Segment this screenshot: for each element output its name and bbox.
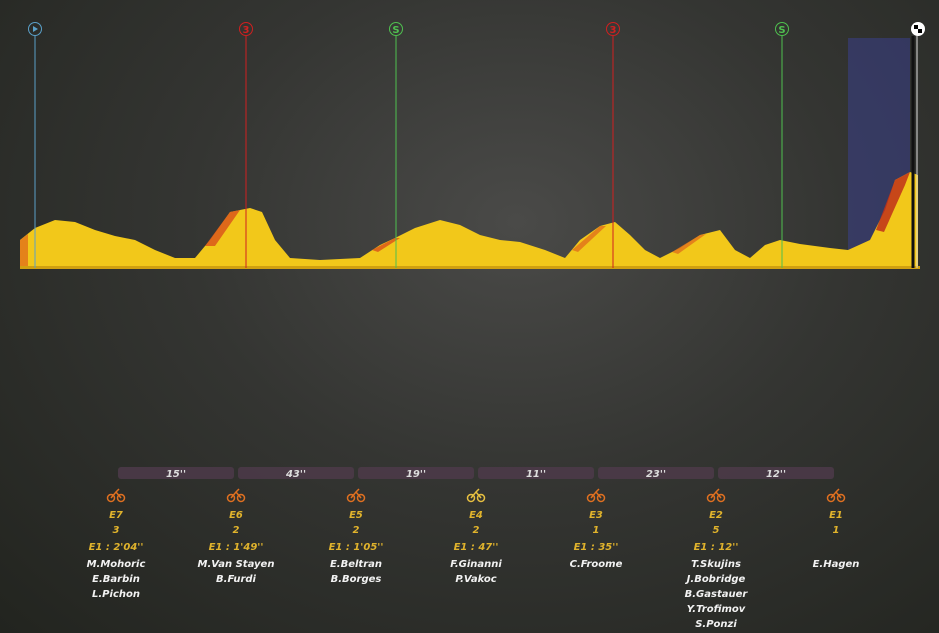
rider-name: T.Skujins xyxy=(691,559,741,570)
wheel xyxy=(226,493,236,503)
gap-segment xyxy=(238,467,354,479)
rider-icon xyxy=(586,488,606,503)
rider-icon xyxy=(466,488,486,503)
wheel xyxy=(476,493,486,503)
group-size: 2 xyxy=(473,525,480,536)
group-gap: E1 : 1'49'' xyxy=(209,542,264,553)
rider-name: E.Beltran xyxy=(330,559,382,570)
group-gap: E1 : 35'' xyxy=(574,542,619,553)
rider-name: J.Bobridge xyxy=(685,574,746,585)
sprint-icon xyxy=(775,22,789,36)
gap-label: 23'' xyxy=(646,469,666,480)
wheel xyxy=(116,493,126,503)
gap-segment xyxy=(358,467,474,479)
wheel xyxy=(826,493,836,503)
wheel xyxy=(356,493,366,503)
wheel xyxy=(586,493,596,503)
profile-slope xyxy=(672,234,706,254)
rider-body xyxy=(110,488,122,499)
sprint-icon xyxy=(389,22,403,36)
rider-name: S.Ponzi xyxy=(695,619,737,630)
group-name: E2 xyxy=(709,510,723,521)
wheel xyxy=(346,493,356,503)
gap-label: 12'' xyxy=(766,469,786,480)
group-size: 1 xyxy=(593,525,600,536)
group-name: E5 xyxy=(349,510,363,521)
rider-name: B.Gastauer xyxy=(685,589,749,600)
profile-slope xyxy=(572,226,606,252)
profile-base xyxy=(20,266,920,269)
wheel xyxy=(716,493,726,503)
finish-flag xyxy=(911,22,925,36)
rider-name: B.Borges xyxy=(331,574,382,585)
sprint-label: S xyxy=(778,25,785,36)
rider-icon xyxy=(826,488,846,503)
rider-body xyxy=(590,488,602,499)
wheel xyxy=(236,493,246,503)
group-size: 2 xyxy=(353,525,360,536)
rider-name: E.Barbin xyxy=(92,574,140,585)
group-name: E3 xyxy=(589,510,603,521)
rider-name: B.Furdi xyxy=(216,574,257,585)
rider-icon xyxy=(346,488,366,503)
group-gap: E1 : 12'' xyxy=(694,542,739,553)
gap-segment xyxy=(718,467,834,479)
group-name: E7 xyxy=(109,510,123,521)
rider-name: L.Pichon xyxy=(92,589,140,600)
profile-slope xyxy=(876,172,910,232)
rider-body xyxy=(230,488,242,499)
start-icon xyxy=(28,22,42,36)
climb-category: 3 xyxy=(610,25,617,36)
gap-label: 15'' xyxy=(166,469,186,480)
wheel xyxy=(106,493,116,503)
group-size: 5 xyxy=(713,525,720,536)
rider-icon xyxy=(106,488,126,503)
group-gap: E1 : 47'' xyxy=(454,542,499,553)
rider-body xyxy=(710,488,722,499)
rider-name: M.Van Stayen xyxy=(198,559,275,570)
wheel xyxy=(466,493,476,503)
group-size: 3 xyxy=(113,525,120,536)
profile-slope xyxy=(205,210,240,246)
rider-icon xyxy=(226,488,246,503)
gap-label: 11'' xyxy=(526,469,546,480)
climb-icon xyxy=(239,22,253,36)
rider-body xyxy=(830,488,842,499)
rider-name: P.Vakoc xyxy=(455,574,496,585)
wheel xyxy=(836,493,846,503)
rider-body xyxy=(350,488,362,499)
rider-name: C.Froome xyxy=(570,559,623,570)
gap-segment xyxy=(118,467,234,479)
climb-icon xyxy=(606,22,620,36)
group-name: E4 xyxy=(469,510,483,521)
profile-slope xyxy=(372,238,400,252)
profile-slope xyxy=(20,234,28,268)
group-size: 2 xyxy=(233,525,240,536)
rider-name: E.Hagen xyxy=(813,559,860,570)
rider-name: Y.Trofimov xyxy=(687,604,746,615)
group-gap: E1 : 1'05'' xyxy=(329,542,384,553)
group-gap: E1 : 2'04'' xyxy=(89,542,144,553)
stage-profile xyxy=(20,172,918,268)
gap-label: 19'' xyxy=(406,469,426,480)
wheel xyxy=(706,493,716,503)
gap-label: 43'' xyxy=(285,469,306,480)
rider-name: M.Mohoric xyxy=(87,559,146,570)
rider-body xyxy=(470,488,482,499)
wheel xyxy=(596,493,606,503)
rider-icon xyxy=(706,488,726,503)
group-name: E1 xyxy=(829,510,843,521)
group-size: 1 xyxy=(833,525,840,536)
gap-segment xyxy=(478,467,594,479)
climb-category: 3 xyxy=(243,25,250,36)
sprint-label: S xyxy=(392,25,399,36)
start-icon xyxy=(33,26,38,32)
rider-name: F.Ginanni xyxy=(450,559,502,570)
group-name: E6 xyxy=(229,510,243,521)
gap-segment xyxy=(598,467,714,479)
